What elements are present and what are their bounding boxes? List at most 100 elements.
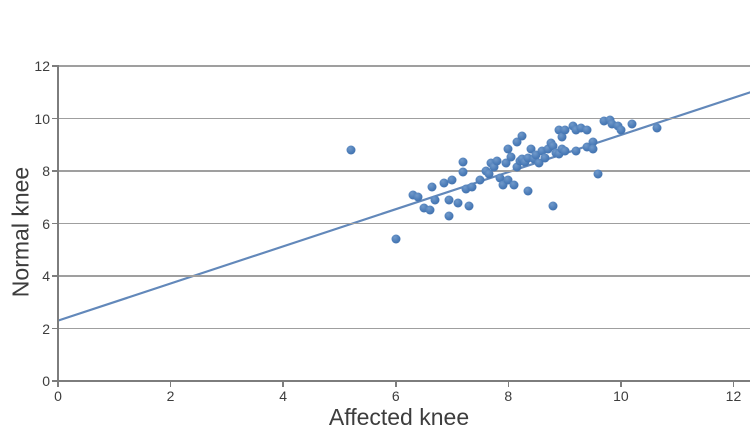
y-tick-4 [52,275,58,277]
scatter-point [627,119,637,129]
scatter-point [346,145,356,155]
scatter-point [537,146,547,156]
x-axis-line [58,380,750,382]
scatter-point [534,158,544,168]
y-tick-12 [52,65,58,67]
y-axis-line [57,65,59,387]
x-tick-4 [282,381,284,387]
x-tick-label-12: 12 [725,388,742,404]
scatter-point [523,153,533,163]
y-tick-10 [52,117,58,120]
y-tick-label-12: 12 [34,58,50,74]
scatter-point [554,125,564,135]
scatter-point [652,123,662,133]
scatter-point [461,184,471,194]
scatter-point [543,144,553,154]
scatter-point [554,149,564,159]
x-axis-title: Affected knee [328,404,470,430]
scatter-point [503,144,513,154]
scatter-point [588,144,598,154]
scatter-point [560,146,570,156]
scatter-point [576,123,586,133]
y-tick-label-6: 6 [42,215,50,232]
x-tick-label-6: 6 [391,388,400,404]
scatter-point [458,157,468,167]
x-tick-label-10: 10 [613,388,629,404]
scatter-point [512,162,522,172]
gridline-y-2 [58,327,750,330]
gridline-y-10 [58,117,750,120]
scatter-point [509,180,519,190]
scatter-point [427,182,437,192]
y-tick-label-10: 10 [34,110,50,127]
scatter-point [444,211,454,221]
x-tick-label-0: 0 [54,388,62,404]
scatter-point [495,173,505,183]
gridline-y-4 [58,275,750,277]
scatter-point [475,175,485,185]
scatter-point [582,142,592,152]
gridline-y-12 [58,65,750,67]
scatter-point [548,141,558,151]
y-tick-label-0: 0 [42,373,50,389]
scatter-point [523,186,533,196]
scatter-point [492,156,502,165]
scatter-point [413,192,423,202]
scatter-point [593,169,603,179]
scatter-point [517,131,527,141]
scatter-point [607,119,617,129]
scatter-point [464,201,474,211]
scatter-point [548,201,558,211]
scatter-point [498,180,508,190]
y-axis-title: Normal knee [7,166,34,298]
scatter-point [506,152,516,162]
scatter-point [531,150,541,160]
scatter-point [571,146,581,156]
gridline-y-8 [58,170,750,172]
trend-line [57,91,750,322]
scatter-point [447,175,457,185]
scatter-point [560,125,570,135]
x-tick-2 [169,381,172,387]
x-tick-6 [394,381,397,387]
x-tick-12 [732,381,735,387]
scatter-point [439,178,449,188]
x-tick-label-8: 8 [504,388,513,404]
x-tick-label-2: 2 [166,388,175,404]
scatter-point [484,169,494,179]
scatter-point [512,137,522,147]
x-tick-10 [620,381,622,387]
gridline-y-6 [58,222,750,225]
scatter-point [430,195,440,205]
y-tick-6 [52,222,58,225]
y-tick-8 [52,170,58,172]
y-tick-0 [52,380,58,382]
x-tick-label-4: 4 [279,388,288,404]
y-tick-label-2: 2 [42,320,50,337]
y-tick-label-8: 8 [42,163,50,179]
scatter-point [571,125,581,135]
y-tick-2 [52,327,58,330]
scatter-point [425,205,434,215]
scatter-point [458,167,468,177]
scatter-point [526,144,536,154]
scatter-point [391,234,401,244]
scatter-point [540,153,550,163]
scatter-point [419,203,429,213]
y-tick-label-4: 4 [42,268,50,284]
scatter-point [588,137,598,147]
scatter-point [408,190,418,200]
scatter-point [453,198,463,207]
scatter-point [616,125,626,135]
scatter-point [489,162,499,172]
scatter-point [557,132,567,142]
scatter-point [444,195,454,205]
scatter-point [501,158,510,168]
x-tick-8 [507,381,510,387]
scatter-point [503,175,513,185]
scatter-point [599,116,609,126]
scatter-point [582,125,592,135]
scatter-point [467,182,477,192]
